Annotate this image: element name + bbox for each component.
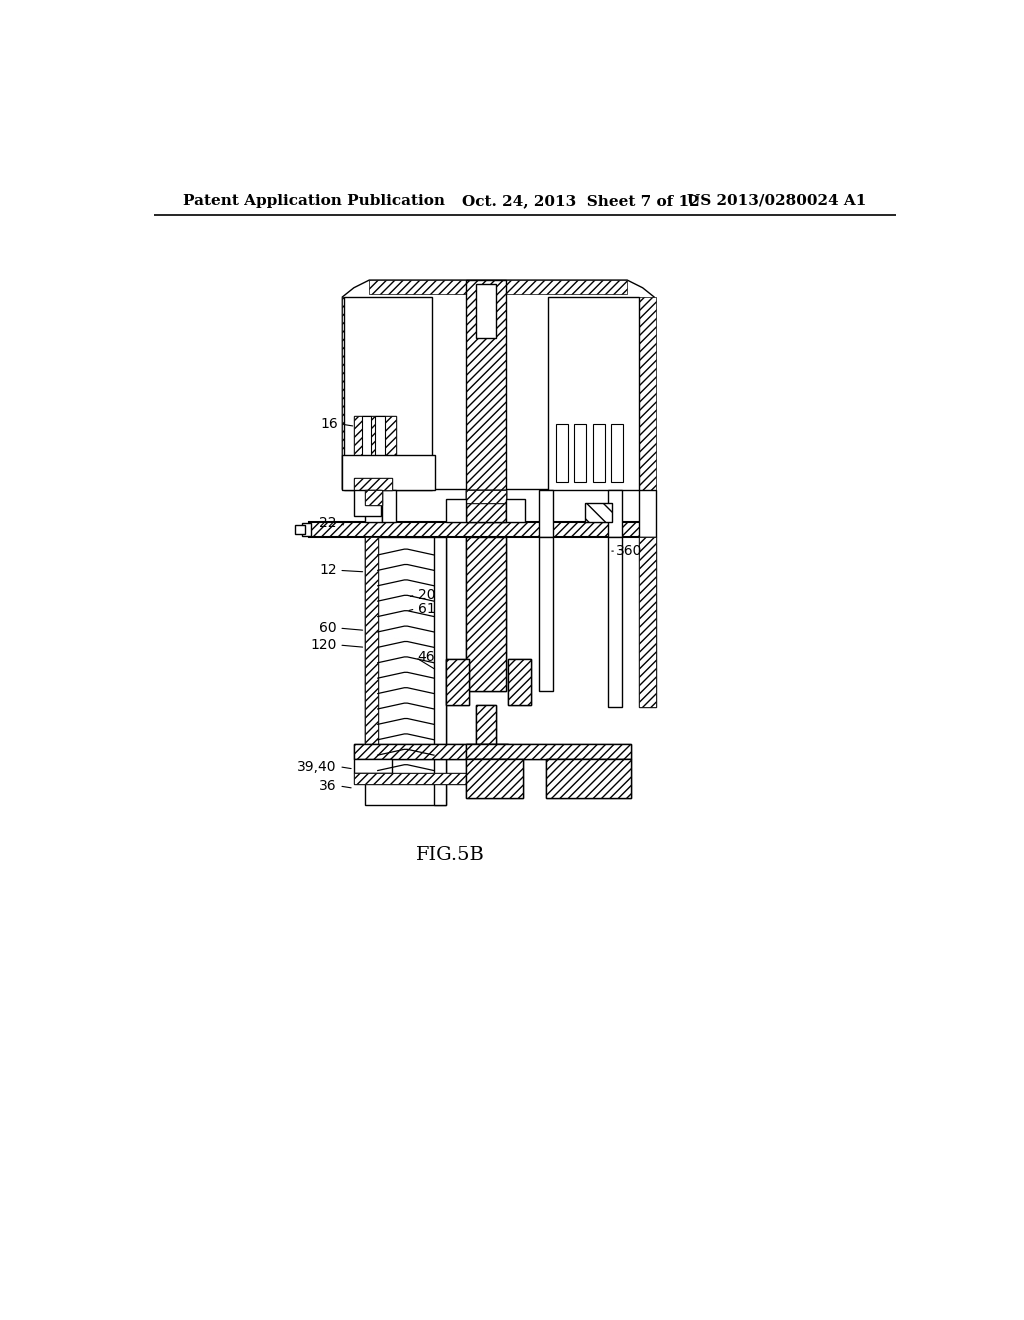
Bar <box>361 416 371 459</box>
Bar <box>354 774 508 784</box>
Bar <box>366 537 378 781</box>
Bar <box>354 478 392 490</box>
Bar <box>639 537 655 706</box>
Bar <box>446 659 469 705</box>
Bar <box>466 537 506 692</box>
Bar <box>466 537 506 692</box>
Text: 46: 46 <box>418 651 435 664</box>
Bar <box>539 537 553 692</box>
Bar <box>354 478 392 490</box>
Text: 39,40: 39,40 <box>297 760 337 774</box>
Bar <box>593 424 605 482</box>
Text: Patent Application Publication: Patent Application Publication <box>183 194 444 207</box>
Bar <box>547 759 631 797</box>
Bar <box>611 424 624 482</box>
Bar <box>446 659 469 705</box>
Bar <box>508 659 531 705</box>
Bar <box>639 297 655 490</box>
Bar <box>639 490 655 537</box>
Bar <box>466 537 506 692</box>
Bar <box>301 523 310 536</box>
Bar <box>354 743 508 759</box>
Text: 120: 120 <box>310 638 337 652</box>
Bar <box>376 416 385 459</box>
Text: 61: 61 <box>418 602 435 616</box>
Bar <box>466 743 631 759</box>
Bar <box>342 297 359 490</box>
Bar <box>475 705 496 751</box>
Bar <box>508 659 531 705</box>
Bar <box>506 499 524 521</box>
Bar <box>508 659 531 705</box>
Bar <box>547 759 631 797</box>
Bar <box>295 525 304 535</box>
Bar <box>466 490 506 503</box>
Bar <box>547 759 631 797</box>
Text: 36: 36 <box>319 779 337 793</box>
Bar <box>354 416 396 459</box>
Bar <box>354 416 396 459</box>
Bar <box>556 424 568 482</box>
Bar <box>475 705 496 751</box>
Bar <box>370 280 628 294</box>
Bar <box>466 490 506 521</box>
Bar <box>608 490 622 537</box>
Bar <box>475 284 496 338</box>
Bar <box>466 490 506 521</box>
Bar <box>354 743 508 759</box>
Bar <box>585 503 611 521</box>
Text: 16: 16 <box>321 417 339 432</box>
Bar <box>466 743 631 759</box>
Bar <box>366 490 382 506</box>
Bar <box>466 490 506 503</box>
Bar <box>354 743 508 759</box>
Text: 20: 20 <box>418 587 435 602</box>
Bar <box>342 455 435 490</box>
Bar <box>539 490 553 537</box>
Bar <box>466 490 506 521</box>
Bar <box>309 521 654 537</box>
Text: US 2013/0280024 A1: US 2013/0280024 A1 <box>686 194 866 207</box>
Text: 60: 60 <box>319 622 337 635</box>
Polygon shape <box>342 280 654 490</box>
Bar <box>366 537 446 805</box>
Bar <box>466 759 523 797</box>
Bar <box>608 537 622 706</box>
Text: FIG.5B: FIG.5B <box>416 846 484 865</box>
Text: 22: 22 <box>319 516 337 531</box>
Bar <box>466 743 631 759</box>
Bar <box>469 759 508 774</box>
Bar <box>309 521 654 537</box>
Text: Oct. 24, 2013  Sheet 7 of 12: Oct. 24, 2013 Sheet 7 of 12 <box>462 194 699 207</box>
Text: 360: 360 <box>615 544 642 558</box>
Bar <box>366 490 382 521</box>
Bar <box>475 705 496 751</box>
Bar <box>382 490 396 521</box>
Text: 12: 12 <box>319 564 337 577</box>
Bar <box>366 537 378 781</box>
Bar <box>574 424 587 482</box>
Bar <box>446 659 469 705</box>
Bar <box>434 537 446 805</box>
Bar <box>354 759 392 774</box>
Bar <box>354 490 381 516</box>
Bar <box>366 490 382 506</box>
Bar <box>466 759 523 797</box>
Bar <box>446 499 466 521</box>
Bar <box>466 280 506 490</box>
Bar <box>548 297 639 490</box>
Bar <box>354 774 508 784</box>
Bar <box>466 759 523 797</box>
Bar <box>585 503 611 521</box>
Bar <box>639 537 655 706</box>
Bar <box>466 280 506 490</box>
Bar <box>344 297 432 490</box>
